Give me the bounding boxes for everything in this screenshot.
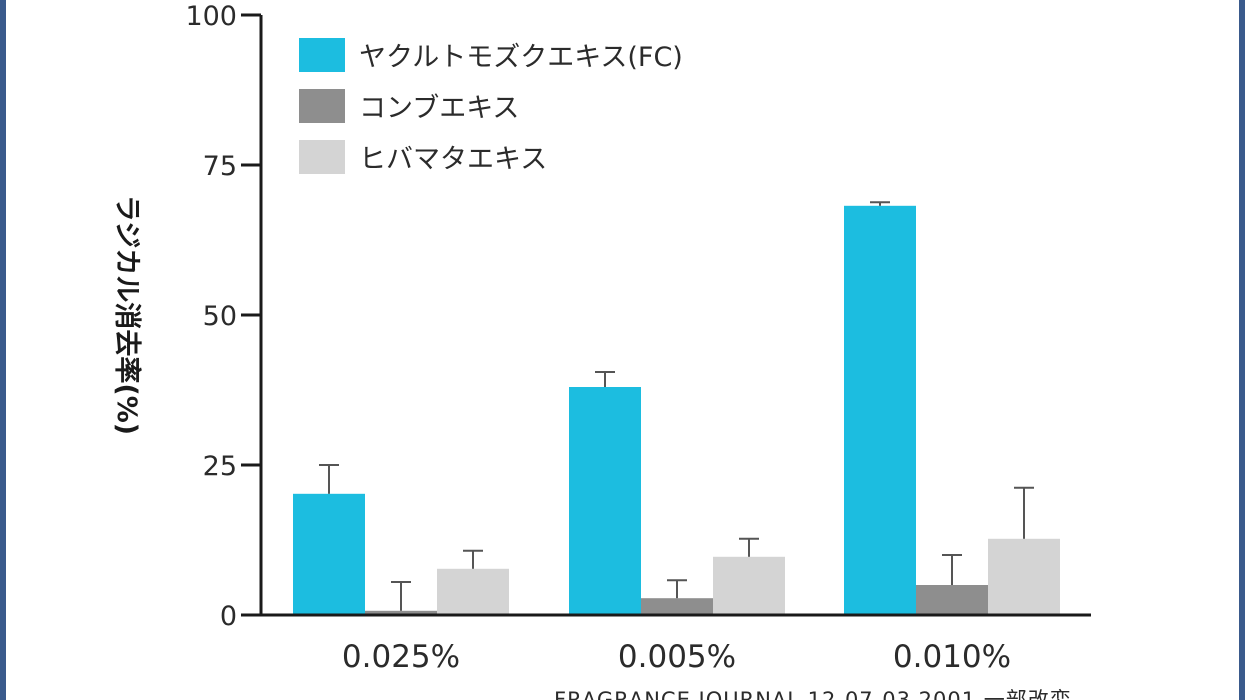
x-category-label: 0.010%	[893, 639, 1011, 675]
bar	[988, 538, 1060, 615]
bar	[293, 493, 365, 615]
error-bars-group	[319, 201, 1034, 611]
y-tick-label: 50	[203, 301, 237, 332]
y-ticks-group: 0 25 50 75 100	[185, 1, 261, 632]
y-tick-label: 25	[203, 451, 237, 482]
source-note: FRAGRANCE JOURNAL 12-07-03 2001 一部改変	[554, 688, 1072, 700]
bars-group	[293, 205, 1060, 616]
bar	[569, 387, 641, 615]
legend-label: ヤクルトモズクエキス(FC)	[359, 42, 683, 73]
y-tick-label: 100	[185, 1, 237, 32]
y-axis-label-group: ラジカル消去率(%)	[111, 195, 143, 435]
legend-label: コンブエキス	[359, 93, 519, 124]
y-tick-label: 0	[220, 601, 237, 632]
bar	[713, 556, 785, 615]
x-category-label: 0.025%	[342, 639, 460, 675]
bar	[437, 568, 509, 615]
y-axis-label: ラジカル消去率(%)	[111, 195, 143, 435]
x-category-label: 0.005%	[618, 639, 736, 675]
bar-chart: ラジカル消去率(%) 0 25 50 75 100 0.025% 0.005% 0.010%…	[111, 1, 1091, 700]
bar	[844, 205, 916, 616]
bar	[916, 585, 988, 615]
legend-swatch	[299, 140, 345, 174]
bar	[641, 598, 713, 615]
y-tick-label: 75	[203, 151, 237, 182]
x-categories-group: 0.025% 0.005% 0.010%	[342, 639, 1011, 675]
bar	[365, 610, 437, 615]
legend-swatch	[299, 38, 345, 72]
legend-label: ヒバマタエキス	[359, 144, 547, 175]
legend-swatch	[299, 89, 345, 123]
